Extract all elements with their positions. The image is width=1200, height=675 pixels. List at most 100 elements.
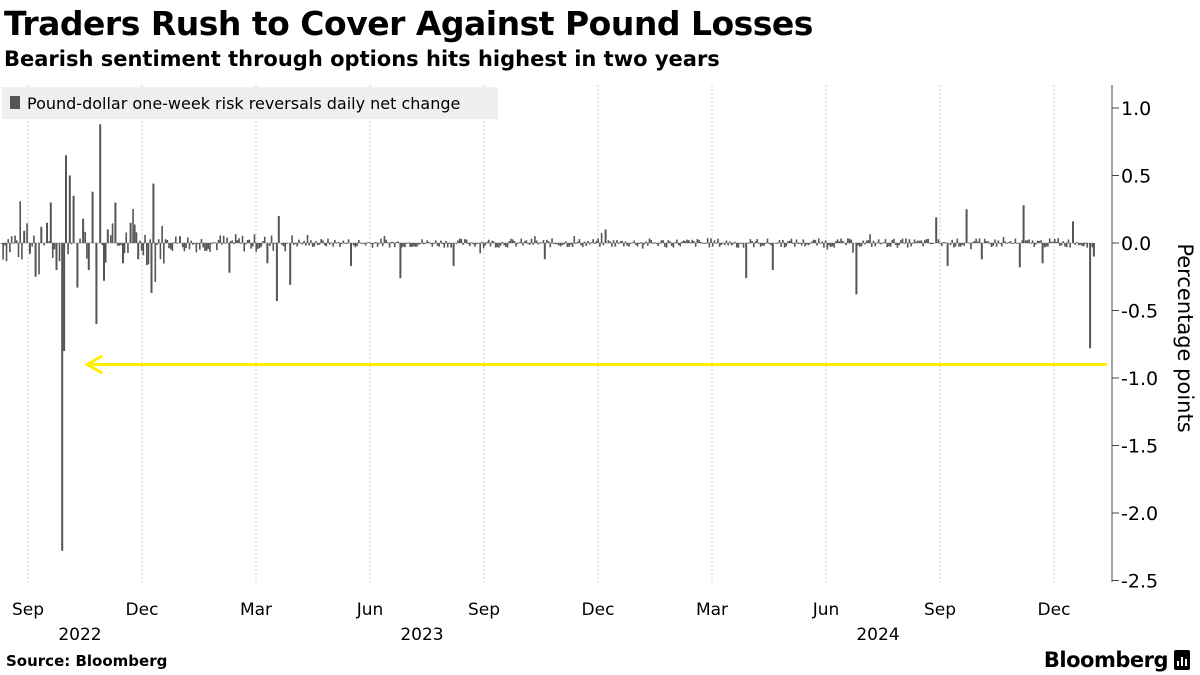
bar-484 xyxy=(949,243,952,246)
bar-20 xyxy=(53,243,56,250)
bar-6 xyxy=(10,236,13,243)
bar-518 xyxy=(1014,238,1017,243)
legend-swatch xyxy=(10,96,20,109)
bar-392 xyxy=(782,239,784,243)
bar-309 xyxy=(633,240,635,243)
bar-437 xyxy=(862,240,865,243)
bar-88 xyxy=(229,241,232,243)
bar-190 xyxy=(421,239,423,243)
bar-337 xyxy=(681,241,683,243)
bar-138 xyxy=(327,238,329,243)
bar-419 xyxy=(828,243,830,246)
bar-389 xyxy=(776,242,779,244)
bar-485 xyxy=(951,239,953,243)
bar-45 xyxy=(147,243,150,265)
bar-97 xyxy=(245,243,247,245)
bar-9 xyxy=(15,240,18,243)
bar-141 xyxy=(332,243,334,247)
bar-217 xyxy=(470,242,473,244)
bar-333 xyxy=(674,242,676,244)
bar-499 xyxy=(978,238,981,243)
bar-169 xyxy=(383,235,386,243)
bar-285 xyxy=(588,243,591,245)
bar-332 xyxy=(672,243,675,248)
bar-3 xyxy=(5,243,8,262)
bar-156 xyxy=(361,243,364,244)
bar-82 xyxy=(217,239,220,243)
bar-431 xyxy=(848,238,851,243)
bar-18 xyxy=(48,240,51,243)
bar-436 xyxy=(860,243,863,247)
bar-129 xyxy=(311,243,314,247)
bar-320 xyxy=(652,243,654,244)
bar-188 xyxy=(417,243,420,245)
bar-101 xyxy=(251,243,254,247)
bar-notable-46 xyxy=(1041,243,1044,264)
bar-171 xyxy=(387,242,389,244)
bar-26 xyxy=(86,243,88,259)
bar-notable-3 xyxy=(40,226,43,243)
bar-notable-0 xyxy=(23,230,26,243)
bar-notable-16 xyxy=(95,243,98,324)
bar-474 xyxy=(925,239,928,243)
bar-454 xyxy=(891,239,894,243)
bar-notable-35 xyxy=(543,243,546,260)
bar-265 xyxy=(554,243,557,245)
bar-532 xyxy=(1045,243,1048,247)
bar-496 xyxy=(973,241,976,243)
bar-278 xyxy=(576,241,579,243)
bar-125 xyxy=(304,243,307,246)
bar-47 xyxy=(154,243,157,283)
bar-133 xyxy=(318,243,321,245)
bar-463 xyxy=(906,243,909,248)
bar-25 xyxy=(84,231,86,243)
bar-30 xyxy=(111,223,114,243)
bar-83 xyxy=(219,235,222,243)
bar-205 xyxy=(446,243,449,248)
bar-531 xyxy=(1043,243,1046,248)
bar-262 xyxy=(549,243,552,248)
bar-520 xyxy=(1021,240,1024,243)
bar-38 xyxy=(133,224,136,243)
bar-417 xyxy=(824,240,827,243)
bar-403 xyxy=(800,243,803,246)
bar-462 xyxy=(905,238,907,243)
bar-194 xyxy=(428,241,430,243)
bar-216 xyxy=(469,243,471,247)
bar-notable-32 xyxy=(350,243,352,266)
bar-notable-39 xyxy=(855,243,858,295)
bar-287 xyxy=(592,239,594,243)
bar-294 xyxy=(607,240,610,243)
bar-432 xyxy=(850,239,853,243)
bar-247 xyxy=(522,243,524,246)
bar-482 xyxy=(942,242,945,243)
bar-486 xyxy=(953,243,955,248)
bar-322 xyxy=(655,243,658,244)
bar-204 xyxy=(445,240,447,243)
bar-164 xyxy=(375,241,377,243)
bar-notable-13 xyxy=(82,218,85,243)
bar-175 xyxy=(393,243,396,248)
bar-56 xyxy=(169,243,172,250)
bar-326 xyxy=(662,240,664,243)
bar-108 xyxy=(263,236,266,243)
bloomberg-bars-icon xyxy=(1174,650,1190,670)
bar-251 xyxy=(528,243,531,245)
bar-notable-28 xyxy=(266,243,269,264)
bar-249 xyxy=(525,240,528,243)
bar-117 xyxy=(291,235,293,243)
bar-79 xyxy=(212,242,215,244)
bar-341 xyxy=(688,240,690,243)
bar-512 xyxy=(1004,241,1006,243)
bar-516 xyxy=(1011,243,1013,244)
bar-113 xyxy=(281,243,283,245)
bar-552 xyxy=(1083,243,1085,247)
bar-315 xyxy=(643,243,646,245)
bar-301 xyxy=(619,241,622,243)
bar-43 xyxy=(144,234,146,243)
bar-46 xyxy=(149,239,151,243)
bar-160 xyxy=(368,242,370,243)
bar-460 xyxy=(901,238,904,243)
bar-148 xyxy=(344,243,346,244)
bar-68 xyxy=(193,243,196,244)
